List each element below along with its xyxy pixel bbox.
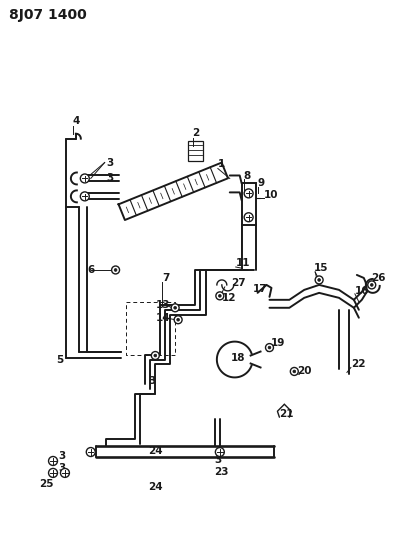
- Circle shape: [177, 318, 180, 321]
- Text: 18: 18: [231, 352, 245, 362]
- Text: 13: 13: [156, 300, 171, 310]
- Circle shape: [86, 448, 95, 456]
- Text: 20: 20: [297, 367, 312, 376]
- Circle shape: [154, 354, 157, 357]
- Text: 3: 3: [58, 451, 65, 461]
- Text: 15: 15: [314, 263, 329, 273]
- Text: 1: 1: [218, 158, 225, 168]
- Text: 17: 17: [253, 284, 267, 294]
- Circle shape: [268, 346, 271, 349]
- Text: 5: 5: [56, 354, 63, 365]
- Text: 2: 2: [192, 128, 199, 138]
- Circle shape: [219, 294, 221, 297]
- Text: 19: 19: [270, 337, 285, 348]
- Circle shape: [171, 304, 179, 312]
- Circle shape: [215, 448, 224, 456]
- Text: 3: 3: [107, 158, 114, 167]
- Circle shape: [244, 213, 253, 222]
- Text: 10: 10: [264, 190, 278, 200]
- Circle shape: [318, 279, 321, 281]
- Text: 27: 27: [231, 278, 245, 288]
- Circle shape: [61, 469, 70, 478]
- Text: 3: 3: [107, 173, 114, 183]
- Circle shape: [244, 189, 253, 198]
- Text: 26: 26: [371, 273, 385, 283]
- Text: 11: 11: [236, 258, 250, 268]
- Text: 21: 21: [279, 409, 294, 419]
- Text: 23: 23: [214, 467, 228, 477]
- Circle shape: [368, 281, 376, 289]
- Circle shape: [80, 174, 89, 183]
- Circle shape: [114, 269, 117, 271]
- Text: 3: 3: [214, 455, 221, 465]
- Text: 22: 22: [351, 359, 365, 369]
- Circle shape: [49, 469, 57, 478]
- Text: 9: 9: [257, 179, 265, 189]
- Circle shape: [290, 367, 298, 375]
- Bar: [188, 141, 203, 160]
- Text: 4: 4: [73, 116, 80, 126]
- Text: 16: 16: [355, 286, 369, 296]
- Text: 8: 8: [244, 172, 251, 181]
- Text: 24: 24: [148, 482, 163, 492]
- Circle shape: [370, 284, 373, 286]
- Circle shape: [293, 370, 296, 373]
- Circle shape: [266, 344, 274, 352]
- Circle shape: [174, 316, 182, 324]
- Circle shape: [216, 292, 224, 300]
- Text: 3: 3: [58, 463, 65, 473]
- Circle shape: [151, 352, 159, 360]
- Circle shape: [315, 276, 323, 284]
- Circle shape: [112, 266, 119, 274]
- Bar: [242, 183, 255, 225]
- Text: 6: 6: [88, 265, 95, 275]
- Text: 25: 25: [39, 479, 53, 489]
- Text: 12: 12: [222, 293, 236, 303]
- Text: 14: 14: [156, 313, 171, 323]
- Text: 8J07 1400: 8J07 1400: [9, 9, 87, 22]
- Circle shape: [174, 306, 176, 309]
- Circle shape: [80, 192, 89, 201]
- Circle shape: [49, 456, 57, 465]
- Text: 3: 3: [148, 376, 156, 386]
- Text: 24: 24: [148, 446, 163, 456]
- Text: 7: 7: [162, 273, 170, 283]
